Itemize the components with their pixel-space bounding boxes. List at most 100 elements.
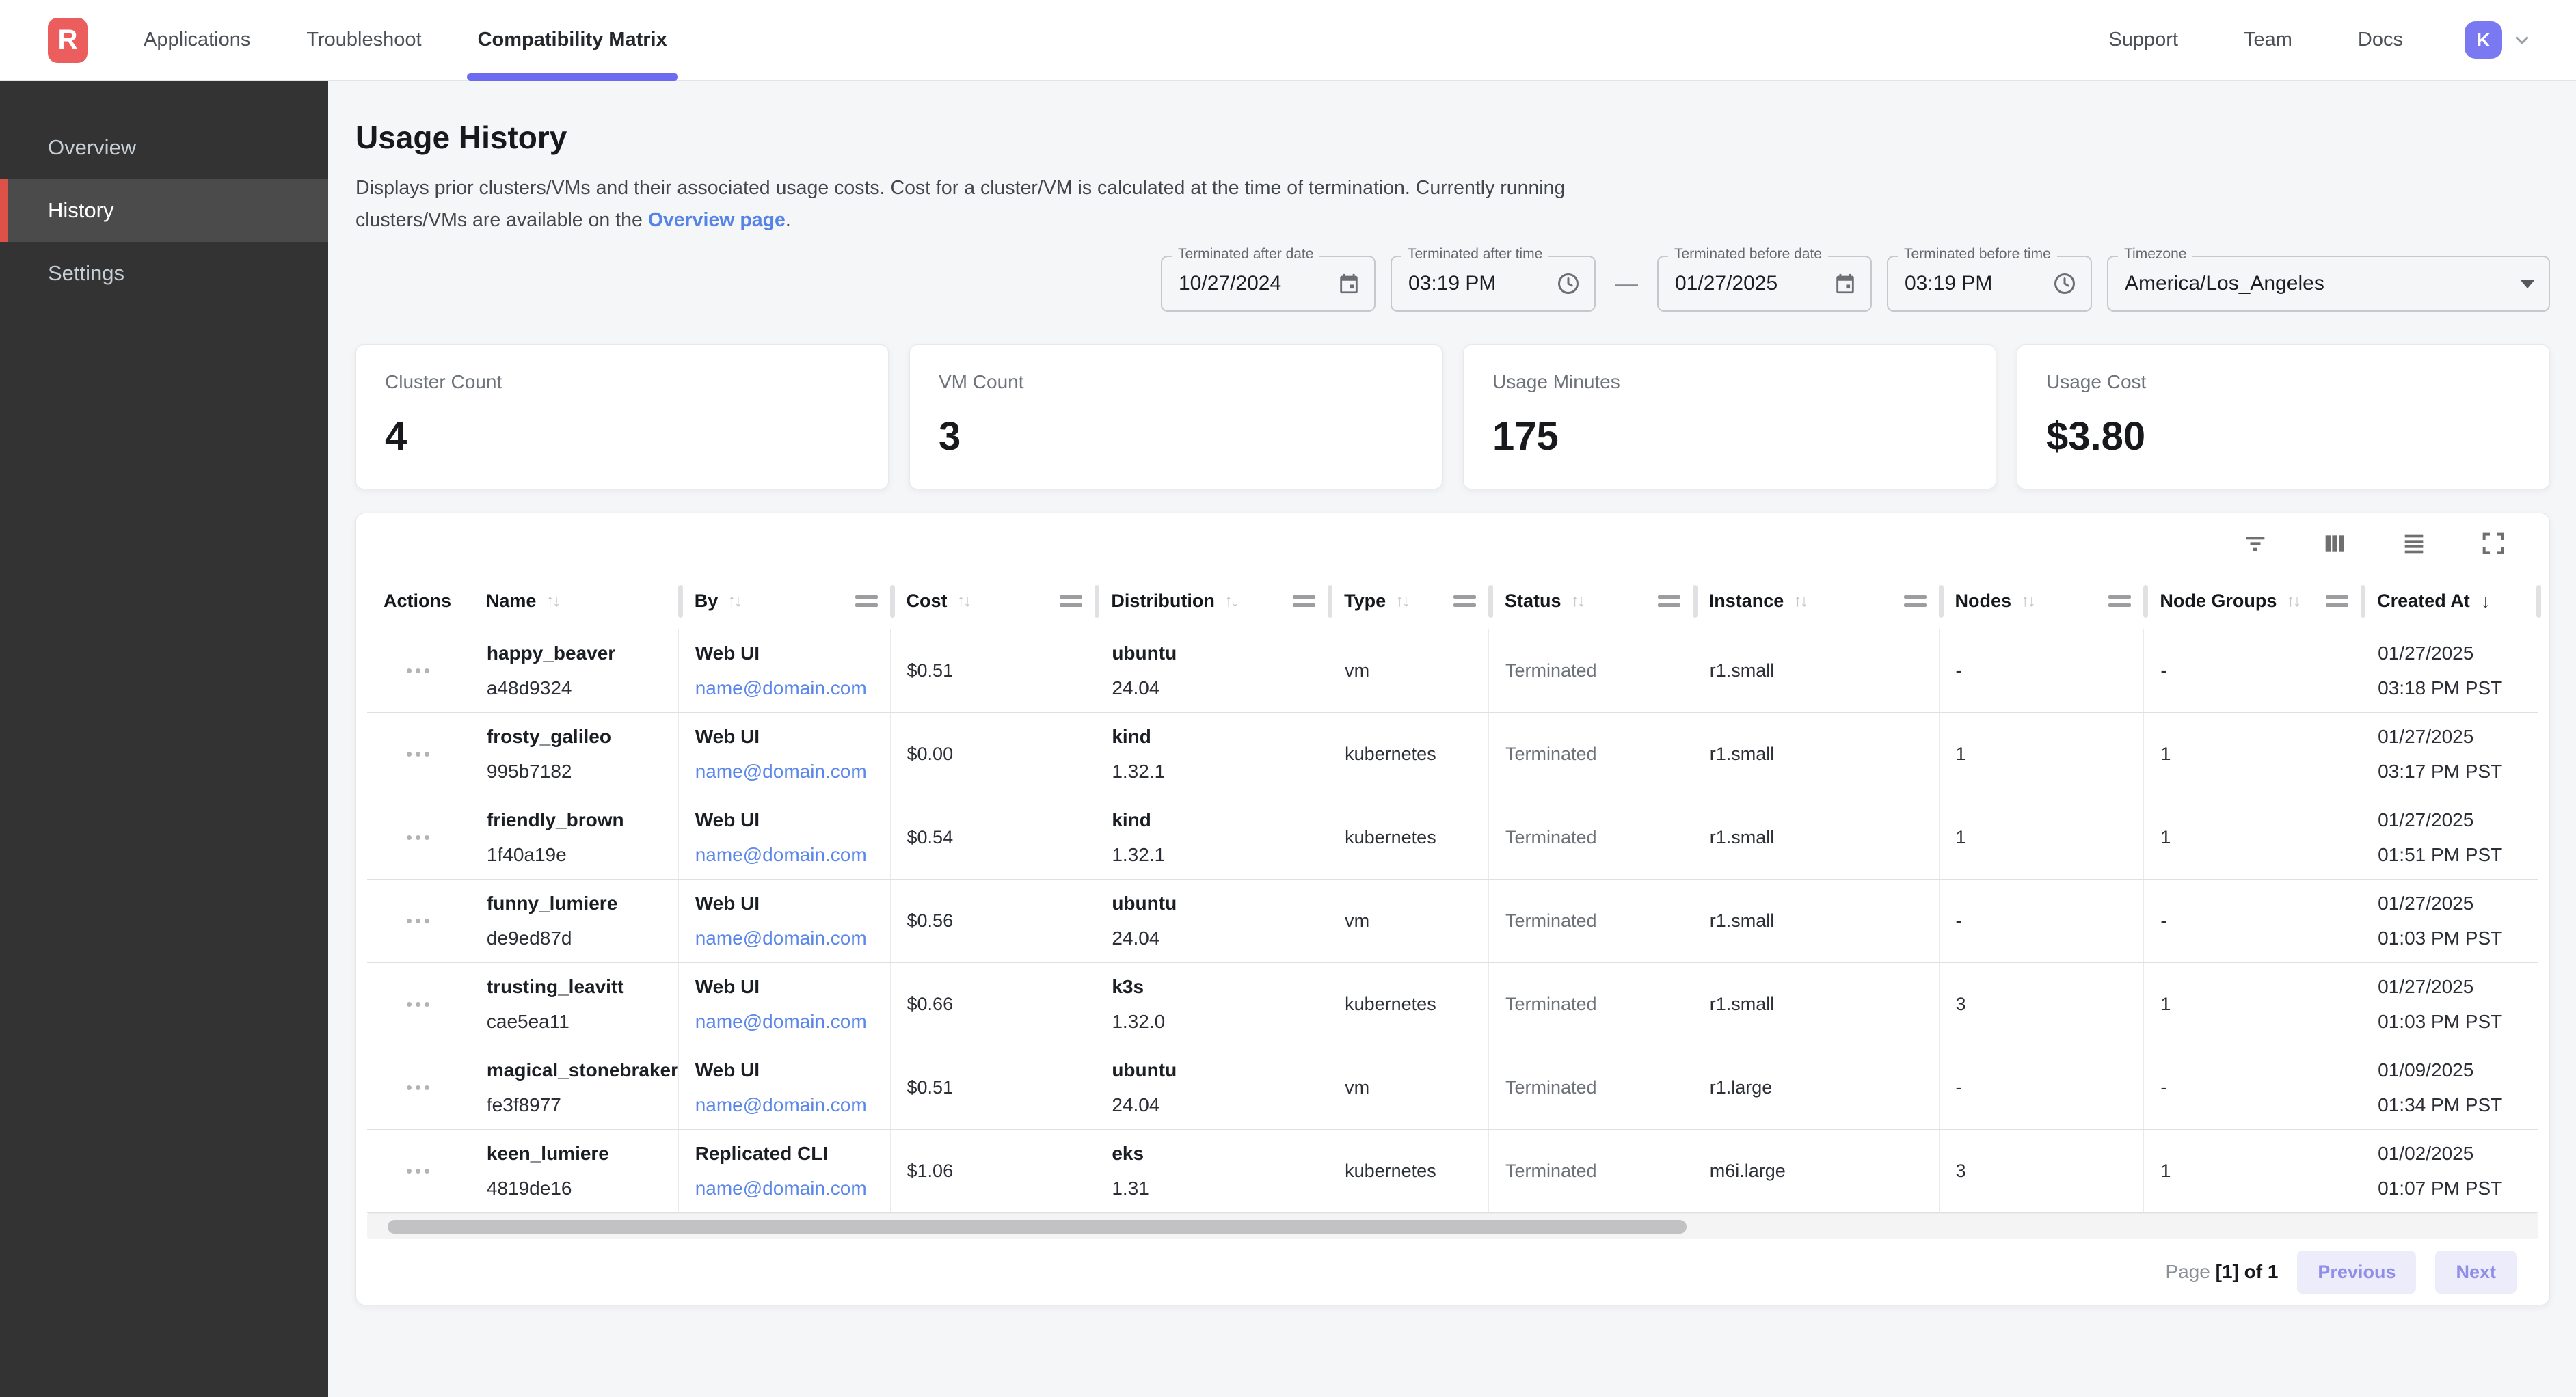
row-actions-button[interactable] (400, 662, 436, 680)
terminated-after-date-value[interactable]: 10/27/2024 (1179, 272, 1282, 295)
column-menu-icon[interactable] (855, 595, 878, 607)
filter-range-dash: — (1615, 270, 1638, 297)
overview-page-link[interactable]: Overview page (647, 209, 786, 231)
timezone-select[interactable]: Timezone America/Los_Angeles (2107, 246, 2550, 312)
column-header-actions: Actions (367, 573, 470, 629)
calendar-icon[interactable] (1834, 272, 1857, 295)
cell-distribution: kind 1.32.1 (1095, 796, 1328, 879)
column-header-distribution[interactable]: Distribution ↑↓ (1095, 573, 1328, 629)
stat-card-usage-minutes: Usage Minutes 175 (1463, 344, 1996, 489)
clock-icon[interactable] (1556, 271, 1581, 296)
created-by-email-link[interactable]: name@domain.com (695, 844, 867, 865)
sidebar-item-settings[interactable]: Settings (48, 261, 125, 285)
nav-item-team[interactable]: Team (2244, 29, 2292, 51)
clock-icon[interactable] (2052, 271, 2077, 296)
stat-card-usage-cost: Usage Cost $3.80 (2017, 344, 2550, 489)
table-row: magical_stonebraker fe3f8977 Web UI name@do… (367, 1046, 2538, 1130)
stat-label: Cluster Count (385, 371, 502, 392)
previous-page-button[interactable]: Previous (2297, 1250, 2417, 1294)
cell-cost: $0.54 (889, 796, 1095, 879)
created-by-source: Web UI (695, 642, 760, 664)
row-actions-button[interactable] (400, 1079, 436, 1097)
row-actions-button[interactable] (400, 1162, 436, 1180)
column-menu-icon[interactable] (1903, 595, 1927, 607)
horizontal-scrollbar-track[interactable] (367, 1213, 2538, 1239)
column-menu-icon[interactable] (1657, 595, 1680, 607)
calendar-icon[interactable] (1337, 272, 1360, 295)
row-actions-button[interactable] (400, 995, 436, 1014)
created-by-email-link[interactable]: name@domain.com (695, 1178, 867, 1199)
fullscreen-icon[interactable] (2480, 530, 2507, 557)
column-menu-icon[interactable] (1293, 595, 1316, 607)
cell-actions (367, 880, 470, 962)
sidebar-item-overview[interactable]: Overview (48, 135, 137, 159)
sort-icon[interactable]: ↑↓ (1395, 591, 1410, 610)
column-menu-icon[interactable] (1453, 595, 1476, 607)
terminated-before-time-value[interactable]: 03:19 PM (1905, 272, 1993, 295)
nav-item-support[interactable]: Support (2108, 29, 2178, 51)
node-groups-value: 1 (2160, 1161, 2171, 1181)
replicated-logo[interactable]: R (48, 17, 88, 63)
column-header-nodes[interactable]: Nodes ↑↓ (1939, 573, 2144, 629)
next-page-button[interactable]: Next (2435, 1250, 2517, 1294)
created-by-email-link[interactable]: name@domain.com (695, 1094, 867, 1115)
page-description: Displays prior clusters/VMs and their as… (355, 172, 1654, 236)
terminated-after-date-field[interactable]: Terminated after date 10/27/2024 (1161, 246, 1376, 312)
nav-item-compatibility-matrix[interactable]: Compatibility Matrix (466, 0, 678, 81)
column-menu-icon[interactable] (1060, 595, 1083, 607)
sidebar-item-history[interactable]: History (0, 179, 328, 242)
cell-created-at: 01/27/2025 01:51 PM PST (2361, 796, 2538, 879)
sort-icon[interactable]: ↑↓ (2286, 591, 2301, 610)
column-header-status[interactable]: Status ↑↓ (1488, 573, 1693, 629)
stat-card-vm-count: VM Count 3 (909, 344, 1443, 489)
terminated-after-time-value[interactable]: 03:19 PM (1408, 272, 1497, 295)
horizontal-scrollbar-thumb[interactable] (388, 1220, 1687, 1234)
column-header-instance[interactable]: Instance ↑↓ (1693, 573, 1939, 629)
columns-icon[interactable] (2321, 530, 2348, 557)
column-menu-icon[interactable] (2326, 595, 2349, 607)
sort-icon[interactable]: ↑↓ (1793, 591, 1808, 610)
cell-nodes: - (1938, 1046, 2144, 1129)
sort-desc-icon[interactable]: ↓ (2480, 590, 2491, 612)
type-value: vm (1345, 910, 1370, 931)
column-header-label: Node Groups (2160, 591, 2277, 611)
column-menu-icon[interactable] (2108, 595, 2132, 607)
created-by-source: Web UI (695, 976, 760, 997)
created-by-email-link[interactable]: name@domain.com (695, 677, 867, 698)
sort-icon[interactable]: ↑↓ (1224, 591, 1239, 610)
sort-icon[interactable]: ↑↓ (2021, 591, 2036, 610)
column-header-type[interactable]: Type ↑↓ (1328, 573, 1488, 629)
nav-item-troubleshoot[interactable]: Troubleshoot (306, 29, 422, 51)
chevron-down-icon[interactable] (2512, 30, 2532, 51)
description-suffix: . (785, 209, 791, 231)
terminated-before-date-value[interactable]: 01/27/2025 (1675, 272, 1778, 295)
column-header-cost[interactable]: Cost ↑↓ (890, 573, 1095, 629)
row-actions-button[interactable] (400, 912, 436, 930)
timezone-value[interactable]: America/Los_Angeles (2125, 272, 2324, 295)
terminated-after-time-field[interactable]: Terminated after time 03:19 PM (1391, 246, 1596, 312)
column-header-created-at[interactable]: Created At ↓ (2361, 573, 2538, 629)
cell-by: Web UI name@domain.com (677, 713, 890, 796)
created-by-email-link[interactable]: name@domain.com (695, 761, 867, 782)
nav-item-applications[interactable]: Applications (144, 29, 251, 51)
sort-icon[interactable]: ↑↓ (546, 591, 561, 610)
row-actions-button[interactable] (400, 745, 436, 763)
terminated-before-date-field[interactable]: Terminated before date 01/27/2025 (1657, 246, 1872, 312)
sort-icon[interactable]: ↑↓ (956, 591, 972, 610)
column-header-node-groups[interactable]: Node Groups ↑↓ (2143, 573, 2361, 629)
filter-icon[interactable] (2242, 530, 2269, 557)
created-by-email-link[interactable]: name@domain.com (695, 1011, 867, 1032)
column-header-name[interactable]: Name ↑↓ (470, 573, 678, 629)
sort-icon[interactable]: ↑↓ (727, 591, 742, 610)
terminated-before-time-field[interactable]: Terminated before time 03:19 PM (1887, 246, 2092, 312)
dropdown-caret-icon[interactable] (2520, 279, 2535, 288)
row-actions-button[interactable] (400, 828, 436, 847)
column-header-by[interactable]: By ↑↓ (678, 573, 890, 629)
nav-item-docs[interactable]: Docs (2357, 29, 2403, 51)
sort-icon[interactable]: ↑↓ (1570, 591, 1586, 610)
created-date: 01/27/2025 (2378, 976, 2474, 997)
cluster-id: 995b7182 (486, 761, 572, 782)
density-icon[interactable] (2400, 530, 2428, 557)
created-by-email-link[interactable]: name@domain.com (695, 927, 867, 949)
user-avatar[interactable]: K (2465, 21, 2502, 59)
